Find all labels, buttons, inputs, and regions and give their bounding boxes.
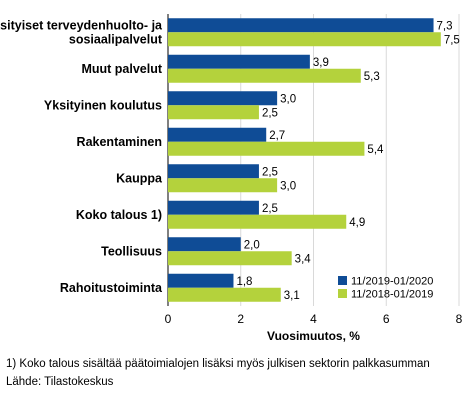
source-note: Lähde: Tilastokeskus [6, 376, 114, 388]
x-tick-label: 0 [165, 312, 172, 326]
data-label: 2,7 [269, 130, 285, 142]
data-label: 2,0 [244, 239, 260, 251]
data-label: 5,3 [364, 71, 380, 83]
bar [168, 164, 259, 179]
data-label: 1,8 [236, 276, 252, 288]
category-label: Rahoitustoiminta [60, 281, 163, 295]
data-label: 7,3 [437, 20, 453, 32]
bar [168, 32, 441, 47]
bar [168, 91, 278, 106]
bar [168, 178, 278, 193]
bar [168, 214, 347, 229]
legend-entry: 11/2018-01/2019 [351, 289, 433, 301]
data-label: 2,5 [262, 203, 278, 215]
category-label: Yksityinen koulutus [44, 98, 162, 112]
data-label: 3,0 [280, 93, 296, 105]
category-label: sosiaalipalvelut [69, 32, 163, 46]
data-label: 2,5 [262, 166, 278, 178]
footnote: 1) Koko talous sisältää päätoimialojen l… [6, 358, 430, 370]
data-label: 3,1 [284, 290, 300, 302]
bar [168, 200, 259, 215]
legend-entry: 11/2019-01/2020 [351, 276, 433, 288]
x-tick-label: 8 [456, 312, 463, 326]
bar [168, 141, 365, 156]
data-label: 3,4 [295, 253, 312, 265]
legend-swatch [338, 289, 347, 298]
category-label: Teollisuus [101, 244, 162, 258]
category-label: Rakentaminen [77, 135, 162, 149]
bar [168, 237, 241, 252]
data-label: 7,5 [444, 34, 460, 46]
legend-swatch [338, 276, 347, 285]
x-tick-label: 4 [310, 312, 317, 326]
bar-chart: 7,3 7,5 Yksityiset terveydenhuolto- jasosi… [0, 14, 463, 343]
category-label: Muut palvelut [81, 62, 162, 76]
x-tick-label: 6 [383, 312, 390, 326]
data-label: 4,9 [349, 217, 365, 229]
category-label: Yksityiset terveydenhuolto- ja [0, 18, 163, 32]
bar [168, 127, 267, 142]
bar [168, 54, 310, 69]
bar [168, 287, 281, 302]
bar [168, 251, 292, 266]
data-label: 3,9 [313, 57, 329, 69]
data-label: 3,0 [280, 180, 296, 192]
x-axis-title: Vuosimuutos, % [267, 329, 360, 343]
category-label: Kauppa [116, 171, 163, 185]
data-label: 2,5 [262, 107, 278, 119]
bar [168, 18, 434, 33]
bar [168, 273, 234, 288]
x-tick-label: 2 [237, 312, 244, 326]
data-label: 5,4 [367, 144, 384, 156]
category-label: Koko talous 1) [76, 208, 162, 222]
bar [168, 105, 259, 120]
bar [168, 68, 361, 83]
